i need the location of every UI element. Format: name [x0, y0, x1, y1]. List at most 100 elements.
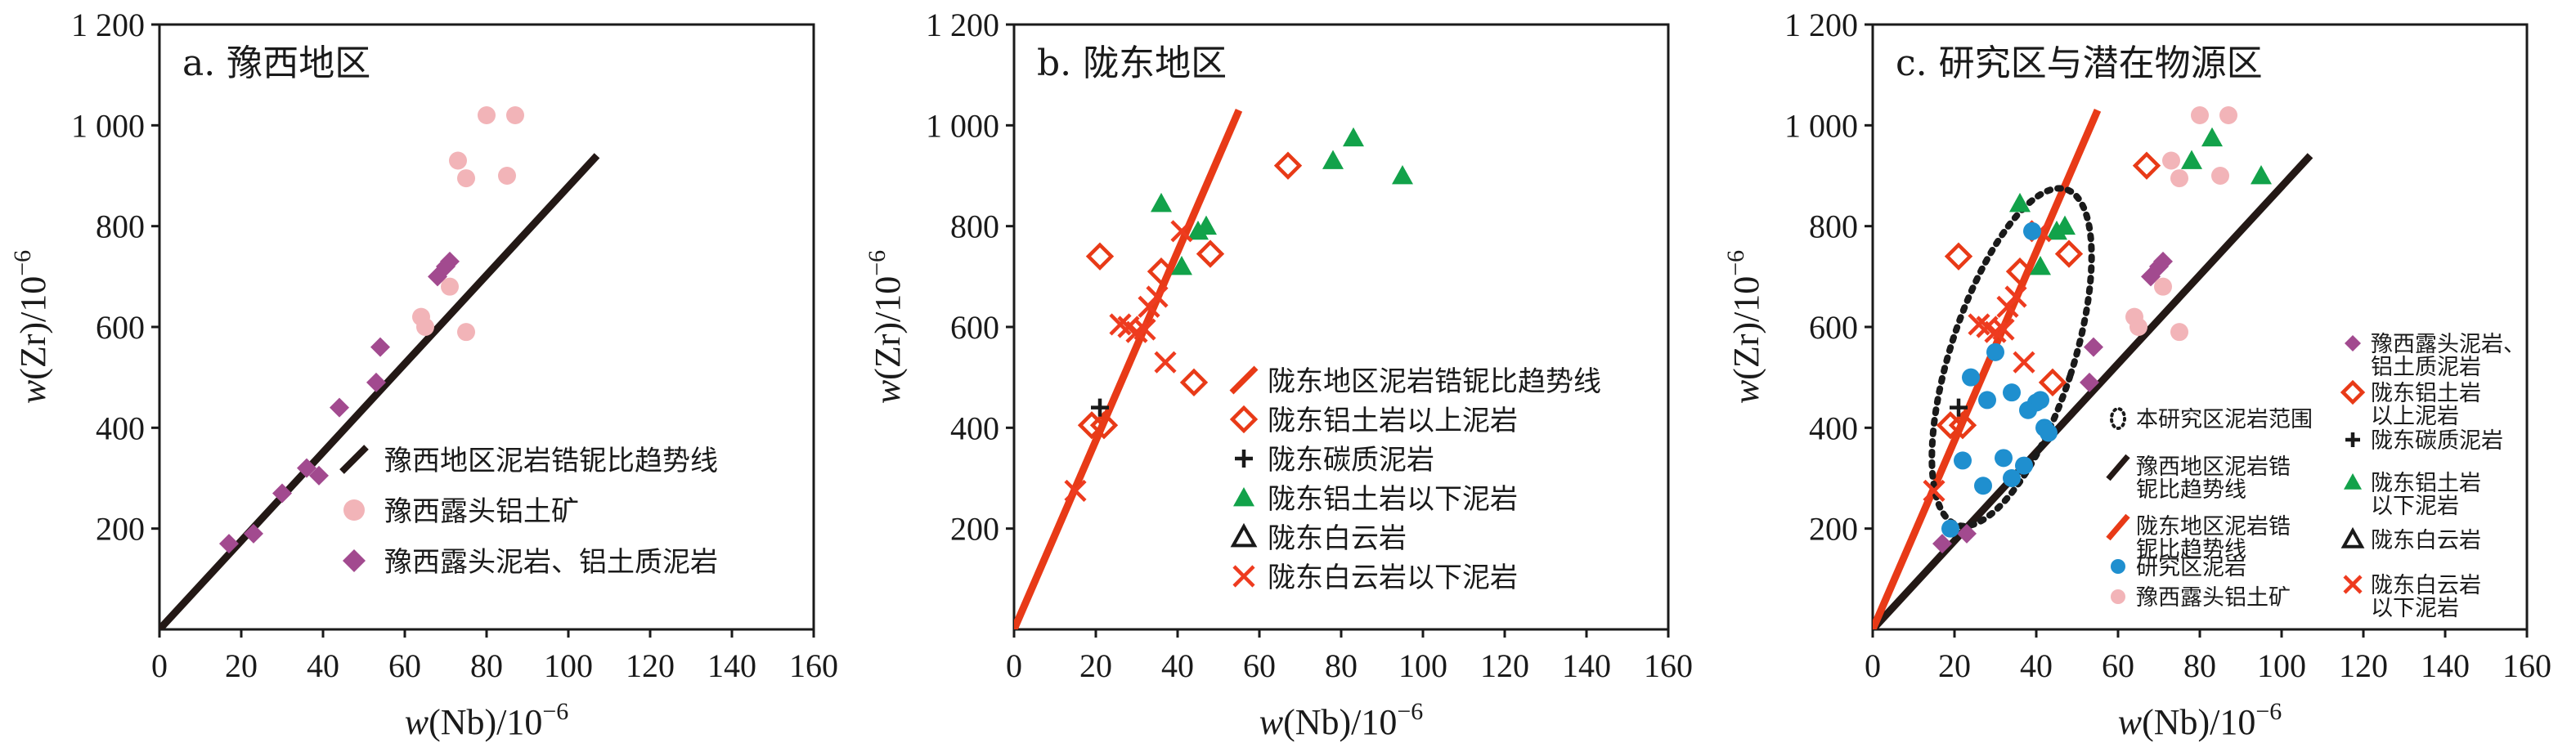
panel-c: 0 20 40 60 80 100 120 140 160 200 400 600 800 1 000 1 … [1722, 7, 2551, 742]
y-tick-label: 600 [1809, 309, 1858, 346]
y-axis-label-text: (Zr)/10 [868, 276, 908, 380]
x-axis-label-italic: w [405, 702, 429, 742]
y-axis-label-text: (Zr)/10 [1726, 276, 1766, 380]
point-above [2038, 368, 2067, 397]
point-bauxite [2219, 106, 2237, 124]
point-mudstone [272, 483, 292, 504]
point-mudstone [244, 523, 263, 544]
legend-swatch-trend-ld [2106, 513, 2130, 541]
x-tick-label: 40 [307, 647, 339, 684]
point-above [1273, 151, 1303, 180]
x-tick-label: 80 [2183, 647, 2216, 684]
legend-swatch-above [1229, 405, 1259, 434]
legend-label: 研究区泥岩 [2136, 555, 2246, 580]
y-tick-label: 1 000 [1784, 107, 1858, 144]
legend-label: 豫西露头铝土矿 [2136, 585, 2291, 611]
point-bauxite [2162, 151, 2180, 170]
y-tick-label: 400 [950, 410, 999, 446]
point-mudstone [440, 251, 460, 271]
legend-swatch-below [1233, 487, 1254, 507]
x-tick-label: 140 [707, 647, 756, 684]
point-study [2023, 222, 2041, 240]
legend-swatch-range [2110, 407, 2126, 430]
point-belowdol [1133, 318, 1156, 341]
x-tick-label: 120 [626, 647, 675, 684]
point-belowdol [1146, 285, 1169, 308]
x-tick-label: 0 [1865, 647, 1881, 684]
x-tick-label: 20 [1079, 647, 1112, 684]
point-below [2030, 256, 2051, 275]
point-mudstone [1932, 534, 1952, 554]
x-tick-label: 40 [2020, 647, 2053, 684]
legend-label: 豫西露头泥岩、 [2371, 332, 2525, 357]
point-study [1941, 519, 1959, 538]
y-tick-label: 600 [950, 309, 999, 346]
legend-label: 陇东铝土岩 [2371, 471, 2481, 496]
point-study [1986, 342, 2004, 361]
point-above [1936, 411, 1965, 440]
x-tick-label: 20 [225, 647, 258, 684]
point-above [1179, 368, 1209, 397]
legend-swatch-belowdol [2343, 575, 2363, 594]
point-below [2046, 220, 2067, 240]
point-mudstone [366, 372, 386, 392]
point-above [2005, 257, 2035, 286]
point-above [1089, 411, 1119, 440]
y-axis-label-italic: w [13, 379, 53, 404]
legend-label: 以下泥岩 [2371, 596, 2459, 621]
point-below [1187, 220, 1209, 240]
legend-swatch-bauxite [2111, 589, 2125, 604]
legend-swatch-trend-yx [2106, 454, 2130, 481]
panel-title: a. 豫西地区 [182, 43, 370, 84]
y-axis-label-exp: −6 [1722, 250, 1749, 276]
legend-label: 本研究区泥岩范围 [2136, 407, 2313, 432]
legend-swatch-carbon [2345, 432, 2360, 447]
y-tick-label: 400 [1809, 410, 1858, 446]
point-below [2251, 165, 2272, 185]
point-mudstone [1957, 523, 1977, 544]
legend-label: 陇东铝土岩以下泥岩 [1268, 483, 1518, 516]
point-bauxite [449, 151, 467, 170]
legend-label: 豫西露头泥岩、铝土质泥岩 [384, 546, 718, 579]
trend-line-trend_yx [1873, 153, 2313, 629]
y-tick-label: 200 [1809, 511, 1858, 548]
point-study [2003, 469, 2021, 487]
legend-label: 豫西露头铝土矿 [384, 495, 579, 528]
legend-label: 以上泥岩 [2371, 404, 2459, 429]
legend: 豫西露头泥岩、铝土质泥岩本研究区泥岩范围陇东铝土岩以上泥岩豫西地区泥岩锆铌比趋势… [2106, 332, 2525, 621]
legend-label: 铝土质泥岩 [2371, 355, 2481, 380]
point-mudstone [2084, 337, 2103, 357]
y-axis-label-italic: w [868, 379, 908, 404]
x-axis-label-italic: w [2118, 702, 2143, 742]
point-bauxite [457, 169, 475, 188]
legend-label: 陇东地区泥岩锆铌比趋势线 [1268, 365, 1601, 398]
point-belowdol [1064, 479, 1087, 503]
legend-label: 豫西地区泥岩锆铌比趋势线 [384, 445, 718, 477]
legend-label: 以下泥岩 [2371, 494, 2459, 519]
x-tick-label: 60 [1243, 647, 1276, 684]
plot-area [1014, 109, 1413, 629]
x-axis-label-text: (Nb)/10 [2142, 702, 2255, 742]
x-tick-label: 40 [1161, 647, 1194, 684]
trend-line-trend_yx [159, 153, 600, 629]
y-tick-label: 200 [950, 511, 999, 548]
x-tick-label: 160 [1644, 647, 1693, 684]
point-carbon [1091, 398, 1109, 417]
x-tick-label: 100 [2257, 647, 2306, 684]
point-belowdol [2004, 285, 2027, 308]
point-study [1974, 477, 1992, 495]
x-tick-label: 120 [1480, 647, 1529, 684]
legend-swatch-belowdol [1232, 565, 1255, 588]
point-mudstone [309, 465, 329, 486]
legend-label: 陇东铝土岩 [2371, 381, 2481, 406]
x-tick-label: 140 [1562, 647, 1611, 684]
y-axis-label-exp: −6 [9, 250, 36, 276]
point-below [1392, 165, 1413, 185]
point-above [1196, 239, 1225, 268]
x-axis-label: w(Nb)/10−6 [405, 698, 569, 742]
point-bauxite [441, 277, 459, 296]
point-below [1171, 256, 1192, 275]
point-study [2003, 383, 2021, 402]
y-tick-label: 400 [96, 410, 145, 446]
